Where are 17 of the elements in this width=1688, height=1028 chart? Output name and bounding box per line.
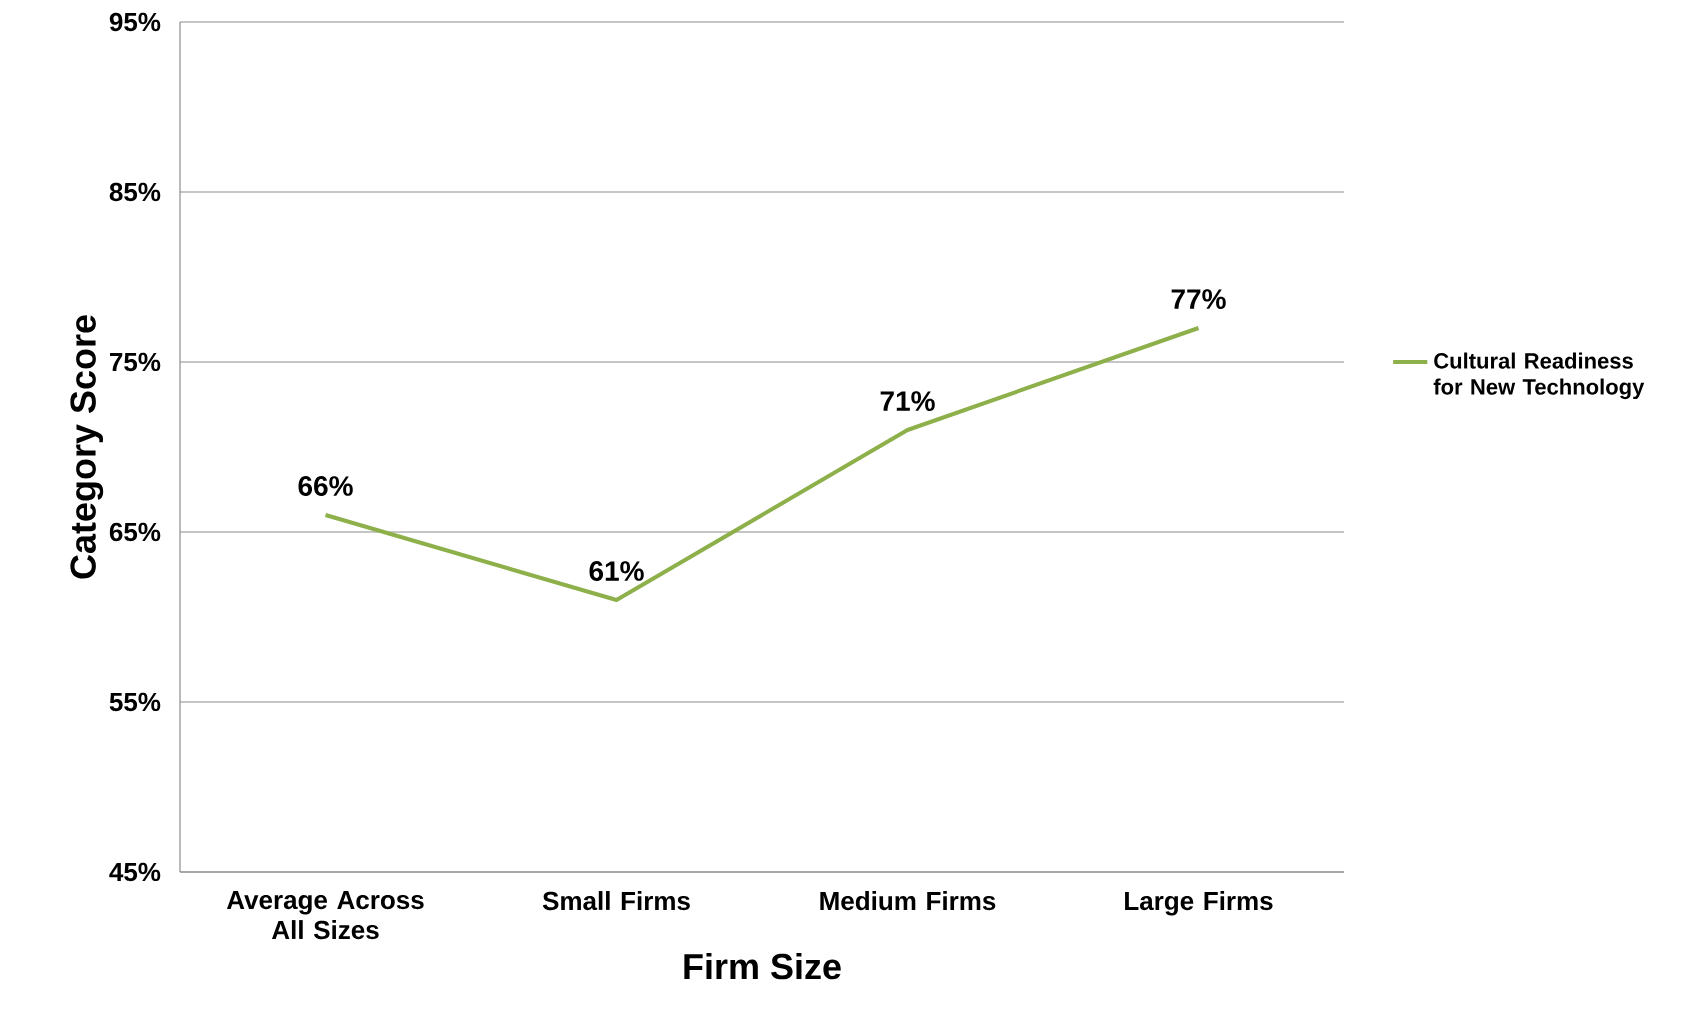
y-tick-label: 95% bbox=[109, 12, 161, 32]
data-label: 66% bbox=[298, 476, 353, 496]
data-label: 77% bbox=[1171, 289, 1226, 309]
x-axis-title: Firm Size bbox=[684, 952, 841, 980]
x-tick-label: Medium Firms bbox=[820, 891, 996, 911]
y-axis-title: Category Score bbox=[70, 315, 104, 579]
x-tick-label: Large Firms bbox=[1125, 891, 1273, 916]
y-tick-label: 65% bbox=[109, 522, 161, 542]
y-tick-label: 55% bbox=[109, 692, 161, 712]
y-tick-label: 45% bbox=[109, 862, 161, 882]
x-tick-label: Average Across All Sizes bbox=[226, 891, 424, 940]
legend-label: Cultural Readiness for New Technology bbox=[1433, 352, 1645, 400]
y-tick-label: 85% bbox=[109, 182, 161, 202]
data-label: 61% bbox=[589, 561, 644, 581]
data-label: 71% bbox=[880, 391, 935, 411]
x-tick-label: Small Firms bbox=[542, 891, 690, 911]
y-tick-label: 75% bbox=[110, 352, 161, 372]
